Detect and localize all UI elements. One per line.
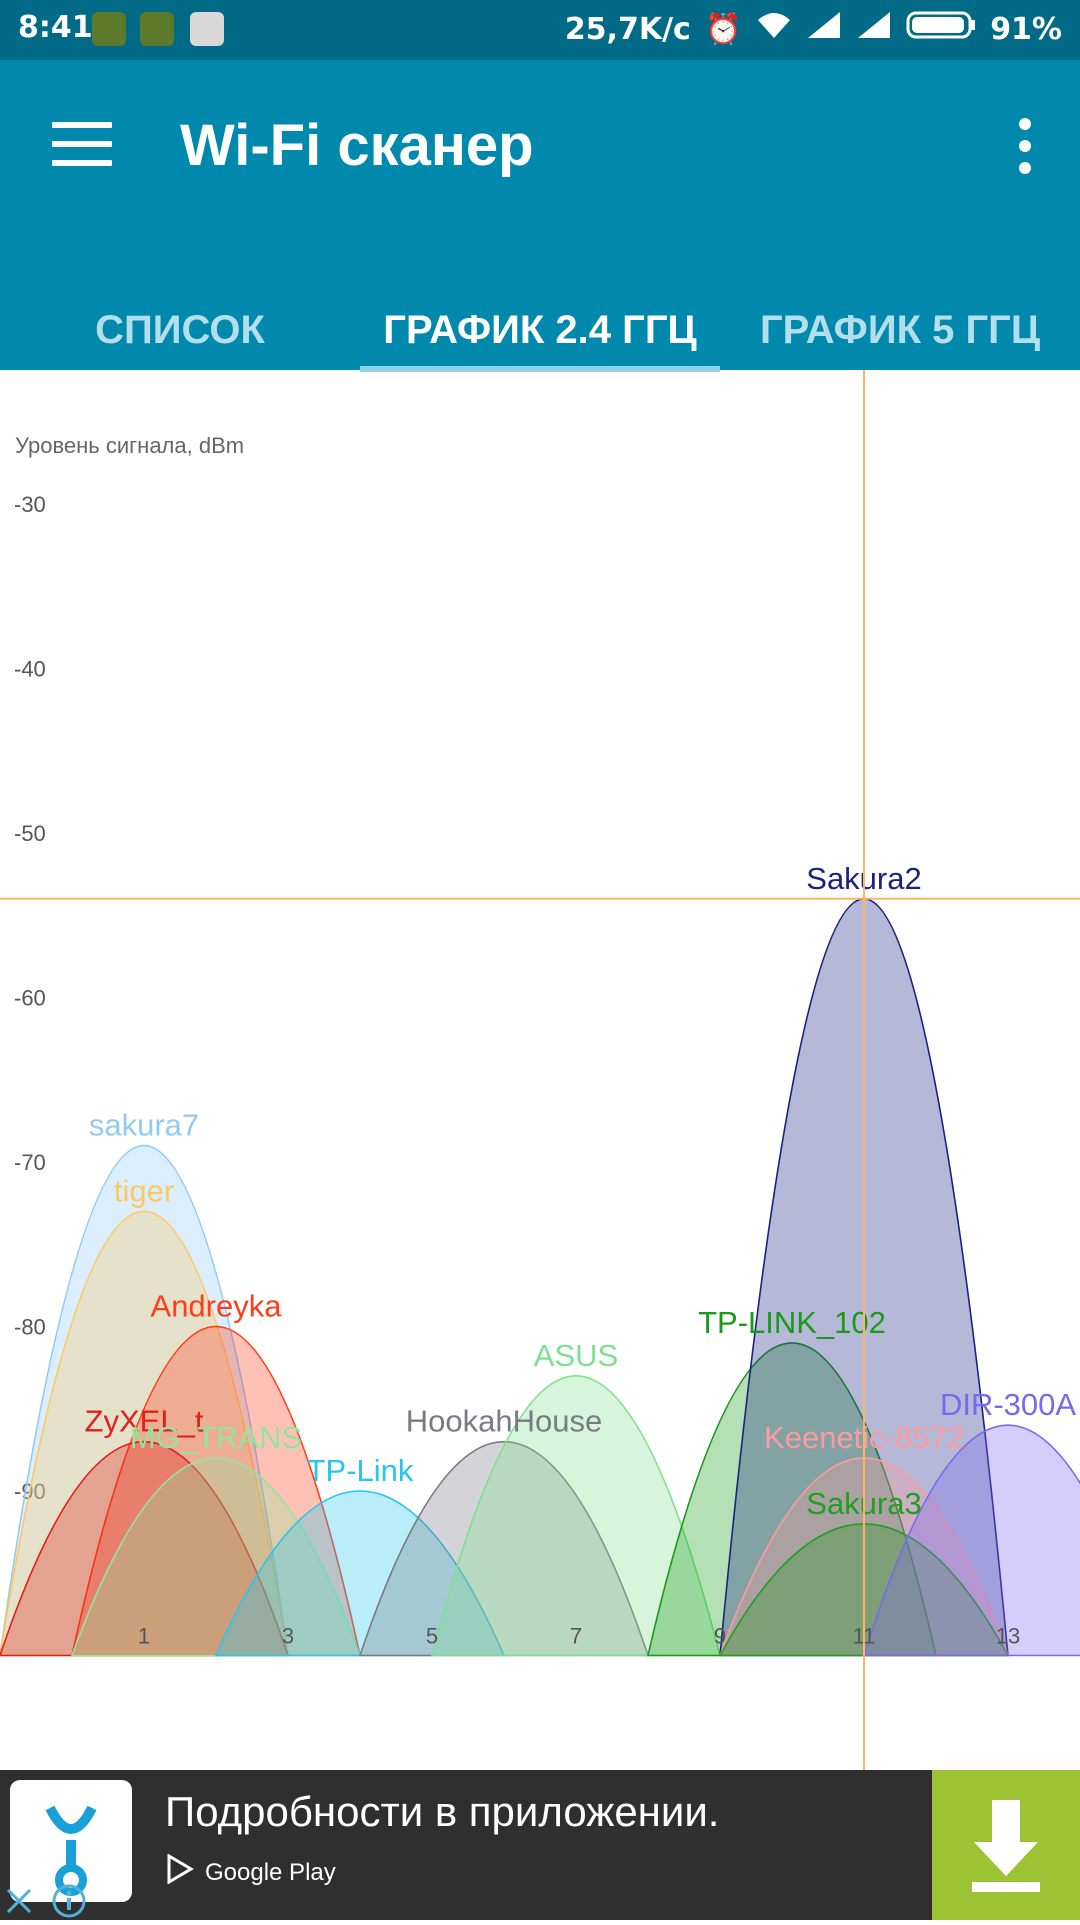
y-tick-label: -50	[14, 821, 46, 846]
network-curve[interactable]	[214, 1490, 506, 1657]
signal-icon	[856, 10, 892, 48]
y-tick-label: -70	[14, 1150, 46, 1175]
network-label: HookahHouse	[406, 1404, 602, 1439]
tab-graph-5[interactable]: ГРАФИК 5 ГГЦ	[759, 308, 1041, 352]
wifi-icon	[756, 10, 792, 48]
network-label: Andreyka	[151, 1289, 283, 1324]
network-label: TP-LINK_102	[698, 1305, 886, 1340]
close-ad-icon[interactable]	[0, 1882, 38, 1920]
ad-banner[interactable]: Подробности в приложении. Google Play	[0, 1770, 1080, 1920]
app-bar: Wi-Fi сканер СПИСОК ГРАФИК 2.4 ГГЦ ГРАФИ…	[0, 60, 1080, 372]
signal-chart[interactable]: Уровень сигнала, dBm -30-40-50-60-70-80-…	[0, 370, 1080, 1770]
signal-icon	[806, 10, 842, 48]
y-tick-label: -40	[14, 657, 46, 682]
page-title: Wi-Fi сканер	[180, 113, 534, 178]
x-tick-label: 9	[714, 1624, 726, 1649]
x-tick-label: 5	[426, 1624, 438, 1649]
y-axis-label: Уровень сигнала, dBm	[15, 433, 244, 458]
shield-icon	[140, 12, 174, 46]
network-label: tiger	[114, 1173, 174, 1208]
network-label: sakura7	[89, 1108, 199, 1143]
network-curve[interactable]	[862, 1424, 1080, 1657]
hamburger-menu-icon[interactable]	[52, 122, 112, 168]
network-speed: 25,7K/c	[564, 11, 691, 47]
network-label: DIR-300A	[940, 1387, 1076, 1422]
network-curve[interactable]	[71, 1325, 361, 1657]
battery-icon	[906, 10, 976, 48]
battery-level: 91%	[990, 11, 1062, 47]
ad-text: Подробности в приложении.	[165, 1788, 720, 1835]
y-tick-label: -60	[14, 986, 46, 1011]
tab-bar: СПИСОК ГРАФИК 2.4 ГГЦ ГРАФИК 5 ГГЦ	[0, 300, 1080, 372]
network-label: TP-Link	[307, 1453, 414, 1488]
ad-info-icon[interactable]	[50, 1882, 88, 1920]
y-tick-label: -30	[14, 492, 46, 517]
tab-graph-24[interactable]: ГРАФИК 2.4 ГГЦ	[360, 300, 720, 372]
network-curve[interactable]	[0, 1145, 289, 1657]
network-curve[interactable]	[358, 1441, 650, 1657]
y-tick-label: -80	[14, 1315, 46, 1340]
more-vert-icon[interactable]	[1010, 118, 1040, 174]
alarm-icon: ⏰	[704, 11, 743, 47]
network-label: ZyXEL_t	[85, 1404, 204, 1439]
network-curve[interactable]	[430, 1375, 722, 1657]
status-time: 8:41	[18, 10, 93, 45]
network-curve[interactable]	[70, 1457, 362, 1657]
network-curve[interactable]	[0, 1210, 289, 1657]
x-tick-label: 1	[138, 1624, 150, 1649]
status-right: 25,7K/c ⏰ 91%	[565, 10, 1062, 48]
network-label: ASUS	[534, 1338, 618, 1373]
download-button[interactable]	[932, 1770, 1080, 1920]
app-logo	[10, 1780, 132, 1902]
shield-icon	[92, 12, 126, 46]
x-tick-label: 7	[570, 1624, 582, 1649]
google-play-badge: Google Play	[165, 1853, 336, 1891]
tab-list[interactable]: СПИСОК	[95, 308, 265, 352]
network-curve[interactable]	[0, 1441, 290, 1657]
x-tick-label: 13	[996, 1624, 1020, 1649]
play-triangle-icon	[165, 1853, 195, 1891]
x-tick-label: 3	[282, 1624, 294, 1649]
store-name: Google Play	[205, 1858, 336, 1886]
status-bar: 8:41 25,7K/c ⏰ 91%	[0, 0, 1080, 60]
network-label: MG_TRANS	[130, 1420, 302, 1455]
store-bag-icon	[190, 12, 224, 46]
